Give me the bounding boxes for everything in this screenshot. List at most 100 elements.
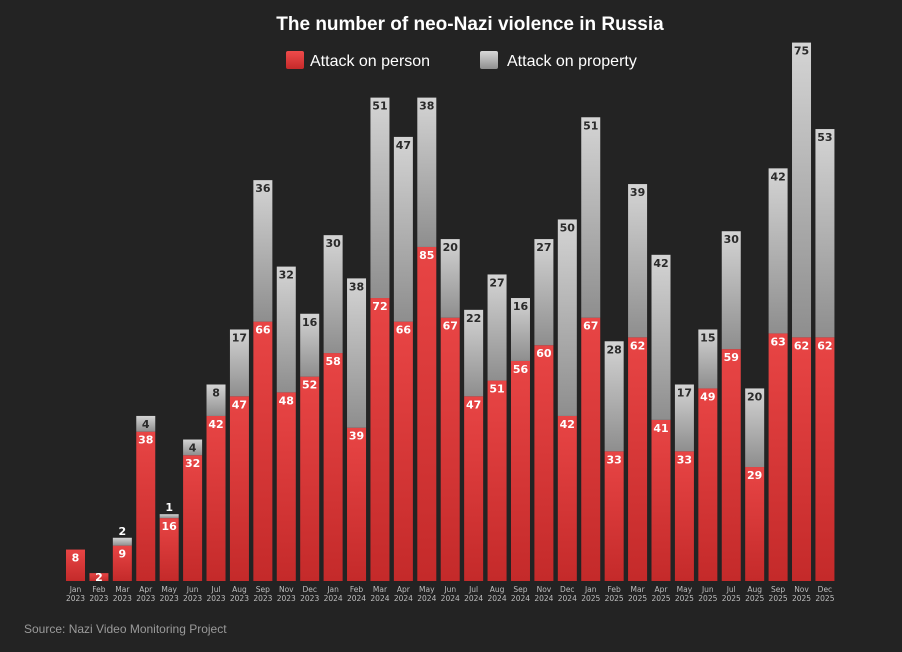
- bar-attack-on-property-sep-2023: [253, 180, 273, 322]
- bar-attack-on-property-aug-2024: [487, 274, 507, 381]
- value-label-attack-on-property-sep-2023: 36: [255, 182, 271, 195]
- value-label-attack-on-person-sep-2025: 63: [770, 335, 785, 348]
- tick-label-year-aug-2024: 2024: [488, 594, 507, 603]
- tick-label-year-mar-2025: 2025: [628, 594, 647, 603]
- bar-attack-on-person-sep-2024: [510, 360, 530, 581]
- tick-label-month-jun-2025: Jun: [701, 585, 714, 594]
- value-label-attack-on-property-jan-2024: 30: [325, 237, 341, 250]
- value-label-attack-on-person-aug-2024: 51: [489, 383, 504, 396]
- value-label-attack-on-person-jan-2025: 67: [583, 320, 598, 333]
- bar-attack-on-person-mar-2025: [628, 337, 648, 581]
- value-label-attack-on-person-aug-2023: 47: [232, 398, 247, 411]
- tick-label-month-may-2025: May: [677, 585, 693, 594]
- value-label-attack-on-person-nov-2025: 62: [794, 339, 809, 352]
- bar-attack-on-person-feb-2024: [347, 427, 367, 581]
- bar-attack-on-person-jul-2023: [206, 415, 226, 581]
- value-label-attack-on-property-jun-2025: 15: [700, 331, 715, 344]
- value-label-attack-on-person-nov-2023: 48: [279, 394, 294, 407]
- chart-title: The number of neo-Nazi violence in Russi…: [276, 14, 664, 35]
- tick-label-year-jul-2023: 2023: [206, 594, 225, 603]
- bar-attack-on-person-may-2025: [674, 451, 694, 581]
- bar-attack-on-person-jun-2023: [183, 455, 203, 581]
- tick-label-month-dec-2023: Dec: [302, 585, 317, 594]
- tick-label-year-mar-2024: 2024: [370, 594, 389, 603]
- tick-label-year-nov-2024: 2024: [534, 594, 553, 603]
- value-label-attack-on-property-sep-2025: 42: [770, 170, 785, 183]
- bar-attack-on-person-may-2023: [159, 518, 179, 581]
- tick-label-month-sep-2024: Sep: [513, 585, 527, 594]
- value-label-attack-on-person-nov-2024: 60: [536, 347, 552, 360]
- tick-label-year-jan-2023: 2023: [66, 594, 85, 603]
- value-label-attack-on-person-feb-2025: 33: [607, 453, 622, 466]
- bar-attack-on-person-jul-2024: [464, 396, 484, 581]
- bar-attack-on-property-dec-2025: [815, 129, 835, 338]
- bar-attack-on-property-apr-2025: [651, 254, 671, 420]
- value-label-attack-on-property-mar-2025: 39: [630, 186, 645, 199]
- value-label-attack-on-person-aug-2025: 29: [747, 469, 762, 482]
- bar-attack-on-property-jun-2024: [440, 239, 460, 318]
- bar-attack-on-person-dec-2025: [815, 337, 835, 581]
- tick-label-year-sep-2024: 2024: [511, 594, 530, 603]
- bar-attack-on-property-jan-2024: [323, 235, 343, 354]
- value-label-attack-on-person-apr-2025: 41: [653, 422, 668, 435]
- bar-attack-on-person-may-2024: [417, 246, 437, 581]
- bar-attack-on-property-jun-2025: [698, 329, 718, 389]
- tick-label-month-jan-2025: Jan: [584, 585, 597, 594]
- value-label-attack-on-property-aug-2024: 27: [489, 276, 504, 289]
- tick-label-year-nov-2023: 2023: [277, 594, 296, 603]
- tick-label-year-may-2025: 2025: [675, 594, 694, 603]
- tick-label-year-mar-2023: 2023: [113, 594, 132, 603]
- value-label-attack-on-person-feb-2023: 2: [95, 571, 103, 584]
- value-label-attack-on-person-apr-2023: 38: [138, 434, 153, 447]
- legend-label-attack-on-property: Attack on property: [507, 53, 637, 70]
- bar-attack-on-property-mar-2025: [628, 184, 648, 338]
- value-label-attack-on-property-aug-2023: 17: [232, 331, 247, 344]
- bar-attack-on-person-aug-2024: [487, 380, 507, 581]
- legend-item-attack-on-property: Attack on property: [480, 51, 637, 70]
- value-label-attack-on-property-mar-2023: 2: [119, 525, 127, 538]
- tick-label-month-jan-2024: Jan: [326, 585, 339, 594]
- value-label-attack-on-person-jun-2025: 49: [700, 390, 715, 403]
- legend: Attack on person Attack on property: [286, 51, 637, 70]
- value-label-attack-on-property-feb-2025: 28: [607, 343, 622, 356]
- bar-attack-on-property-nov-2025: [792, 42, 812, 338]
- bars-group: 8292384161324428471766364832521658303938…: [66, 42, 835, 584]
- value-label-attack-on-property-dec-2024: 50: [560, 221, 576, 234]
- tick-label-month-jul-2023: Jul: [210, 585, 220, 594]
- bar-attack-on-property-apr-2024: [393, 136, 413, 322]
- source-note: Source: Nazi Video Monitoring Project: [24, 622, 227, 636]
- value-label-attack-on-person-dec-2024: 42: [560, 418, 575, 431]
- tick-label-year-jan-2024: 2024: [324, 594, 343, 603]
- value-label-attack-on-property-jul-2024: 22: [466, 312, 481, 325]
- tick-label-year-jun-2025: 2025: [698, 594, 717, 603]
- value-label-attack-on-person-sep-2024: 56: [513, 363, 529, 376]
- value-label-attack-on-person-jun-2023: 32: [185, 457, 200, 470]
- bar-attack-on-person-sep-2023: [253, 321, 273, 581]
- tick-label-month-apr-2024: Apr: [397, 585, 411, 594]
- value-label-attack-on-person-dec-2025: 62: [817, 339, 832, 352]
- tick-label-month-jun-2024: Jun: [443, 585, 456, 594]
- legend-swatch-attack-on-person: [286, 51, 304, 69]
- bar-attack-on-person-nov-2024: [534, 345, 554, 581]
- value-label-attack-on-person-jul-2024: 47: [466, 398, 481, 411]
- value-label-attack-on-property-may-2023: 1: [165, 501, 173, 514]
- tick-label-year-feb-2024: 2024: [347, 594, 366, 603]
- tick-label-year-apr-2023: 2023: [136, 594, 155, 603]
- tick-label-year-jul-2025: 2025: [722, 594, 741, 603]
- tick-label-month-nov-2025: Nov: [794, 585, 809, 594]
- value-label-attack-on-property-apr-2025: 42: [653, 257, 668, 270]
- tick-label-month-jun-2023: Jun: [186, 585, 199, 594]
- value-label-attack-on-property-nov-2024: 27: [536, 241, 551, 254]
- tick-label-month-feb-2024: Feb: [350, 585, 364, 594]
- bar-attack-on-property-jun-2023: [183, 439, 203, 456]
- value-label-attack-on-property-aug-2025: 20: [747, 390, 763, 403]
- value-label-attack-on-property-jul-2025: 30: [724, 233, 740, 246]
- tick-label-month-mar-2025: Mar: [631, 585, 646, 594]
- tick-label-year-feb-2025: 2025: [605, 594, 624, 603]
- tick-label-year-jun-2023: 2023: [183, 594, 202, 603]
- value-label-attack-on-person-jun-2024: 67: [443, 320, 458, 333]
- tick-label-year-aug-2025: 2025: [745, 594, 764, 603]
- value-label-attack-on-property-jul-2023: 8: [212, 387, 220, 400]
- tick-label-year-dec-2024: 2024: [558, 594, 577, 603]
